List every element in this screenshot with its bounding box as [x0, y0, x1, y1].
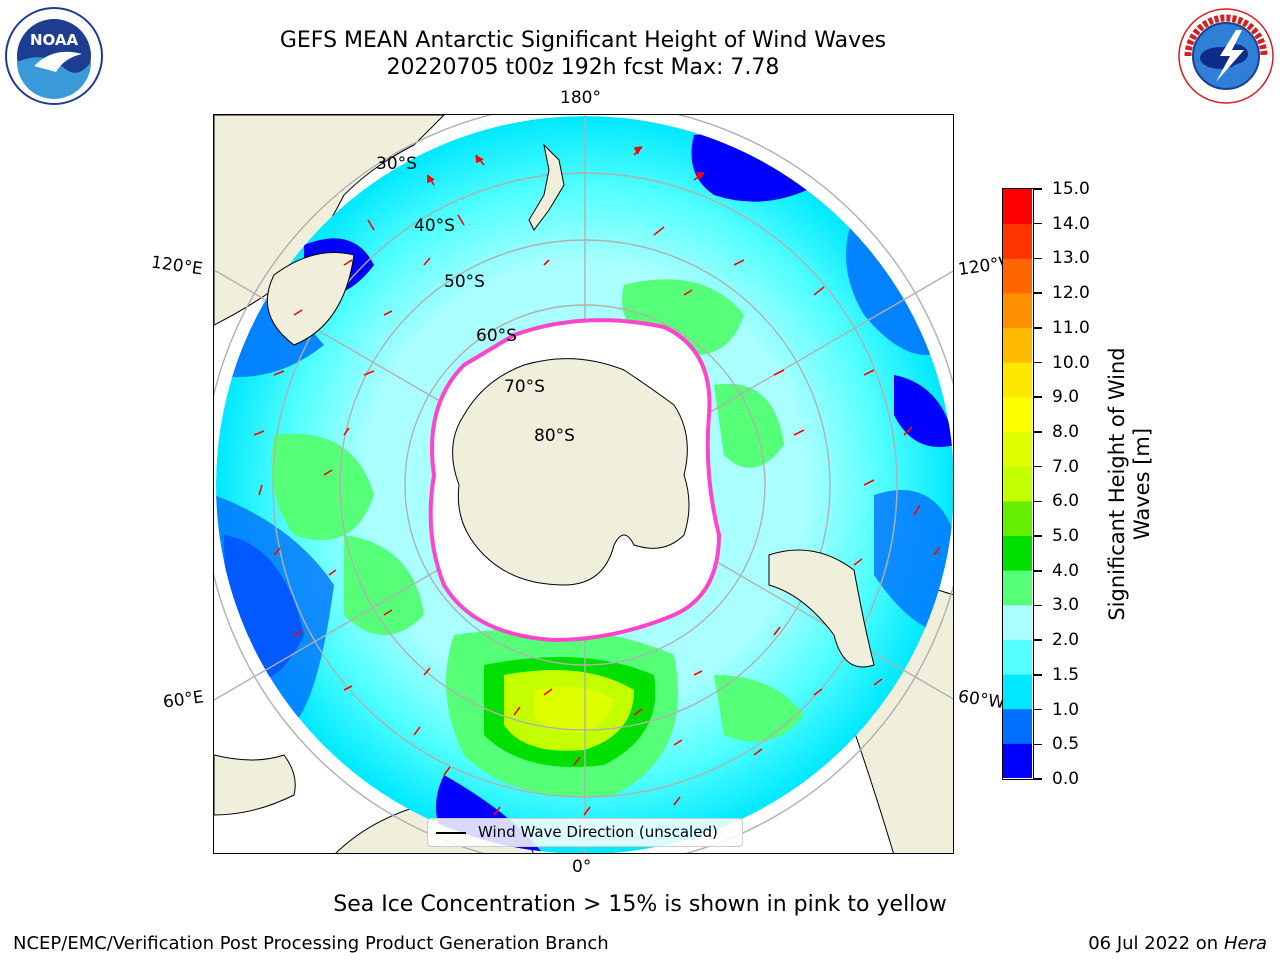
footer-host: Hera — [1223, 933, 1267, 954]
colorbar-tick-label: 0.0 — [1052, 769, 1080, 789]
colorbar-tick-label: 4.0 — [1052, 560, 1080, 581]
colorbar-swatch — [1003, 708, 1032, 744]
colorbar-tick — [1034, 743, 1042, 746]
colorbar-swatch — [1003, 223, 1032, 259]
lat-label-70s: 70°S — [504, 377, 545, 397]
sea-ice-note: Sea Ice Concentration > 15% is shown in … — [333, 892, 947, 917]
colorbar-tick — [1034, 778, 1042, 780]
map-legend: Wind Wave Direction (unscaled) — [427, 818, 743, 847]
lon-label-120e: 120°E — [149, 252, 204, 280]
colorbar-tick-label: 14.0 — [1052, 213, 1090, 234]
colorbar-tick — [1034, 292, 1042, 294]
colorbar-tick — [1034, 431, 1042, 433]
lat-label-50s: 50°S — [444, 272, 485, 292]
colorbar-tick-label: 3.0 — [1052, 595, 1080, 616]
lon-label-0: 0° — [572, 857, 592, 877]
colorbar-tick — [1034, 535, 1042, 537]
colorbar-tick-label: 10.0 — [1052, 352, 1090, 373]
colorbar-tick — [1034, 465, 1042, 468]
map-panel: 30°S 40°S 50°S 60°S 70°S 80°S — [213, 114, 954, 854]
colorbar-swatch — [1003, 189, 1032, 225]
lon-label-60e: 60°E — [161, 687, 206, 713]
colorbar-tick-label: 2.0 — [1052, 630, 1080, 651]
colorbar-tick-label: 5.0 — [1052, 526, 1080, 547]
colorbar-tick-label: 1.5 — [1052, 664, 1080, 685]
antarctica — [428, 318, 722, 643]
colorbar-tick — [1034, 222, 1042, 225]
footer-date: 06 Jul 2022 on Hera — [1088, 933, 1267, 954]
noaa-logo: NOAA — [4, 6, 104, 106]
antarctic-continent — [452, 358, 690, 586]
colorbar-tick-label: 12.0 — [1052, 283, 1090, 304]
colorbar-tick — [1034, 639, 1042, 641]
australia-coast — [266, 252, 355, 346]
colorbar-tick-label: 0.5 — [1052, 734, 1080, 755]
south-america-tip — [768, 549, 875, 668]
colorbar-swatch — [1003, 570, 1032, 606]
colorbar-swatch — [1003, 500, 1032, 536]
polar-map: 30°S 40°S 50°S 60°S 70°S 80°S — [214, 115, 953, 853]
colorbar-tick-label: 13.0 — [1052, 248, 1090, 269]
colorbar-swatch — [1003, 292, 1032, 329]
colorbar-tick — [1034, 604, 1042, 607]
new-zealand — [528, 143, 565, 231]
nws-logo — [1176, 6, 1276, 106]
lat-label-40s: 40°S — [414, 216, 455, 236]
colorbar-tick — [1034, 361, 1042, 364]
colorbar-swatch — [1003, 674, 1032, 710]
footer-credit: NCEP/EMC/Verification Post Processing Pr… — [13, 933, 609, 954]
colorbar-swatch — [1003, 258, 1032, 294]
colorbar-tick — [1034, 396, 1042, 398]
colorbar-tick — [1034, 500, 1042, 503]
lon-label-60w: 60°W — [956, 686, 1007, 714]
colorbar-tick-label: 6.0 — [1052, 491, 1080, 512]
colorbar-tick-label: 8.0 — [1052, 421, 1080, 442]
chart-subtitle-run: 20220705 t00z 192h fcst Max: 7.78 — [386, 55, 780, 80]
colorbar-tick — [1034, 674, 1042, 676]
colorbar-swatch — [1003, 639, 1032, 675]
colorbar-tick — [1034, 188, 1042, 190]
colorbar-tick — [1034, 570, 1042, 572]
colorbar-swatch — [1003, 466, 1032, 502]
chart-title: GEFS MEAN Antarctic Significant Height o… — [279, 28, 887, 53]
colorbar-tick-label: 1.0 — [1052, 699, 1080, 720]
legend-label: Wind Wave Direction (unscaled) — [478, 823, 718, 841]
lat-label-30s: 30°S — [376, 154, 417, 174]
legend-line-sample — [436, 832, 466, 834]
colorbar-tick-label: 11.0 — [1052, 317, 1090, 338]
colorbar-swatch — [1003, 362, 1032, 398]
colorbar-swatches — [1003, 189, 1032, 779]
lat-label-60s: 60°S — [476, 326, 517, 346]
colorbar-tick-label: 7.0 — [1052, 456, 1080, 477]
colorbar-tick — [1034, 257, 1042, 260]
colorbar-swatch — [1003, 327, 1032, 363]
wave-direction-arrows — [253, 146, 941, 816]
colorbar — [1002, 188, 1034, 780]
colorbar-swatch — [1003, 431, 1032, 467]
colorbar-swatch — [1003, 396, 1032, 433]
colorbar-tick — [1034, 708, 1042, 711]
colorbar-swatch — [1003, 743, 1032, 779]
noaa-logo-text: NOAA — [30, 31, 79, 49]
colorbar-tick-label: 15.0 — [1052, 179, 1090, 199]
colorbar-swatch — [1003, 604, 1032, 640]
lon-label-180: 180° — [560, 88, 601, 108]
lat-label-80s: 80°S — [534, 426, 575, 446]
colorbar-tick — [1034, 327, 1042, 329]
colorbar-label: Significant Height of Wind Waves [m] — [1105, 347, 1154, 621]
colorbar-swatch — [1003, 535, 1032, 571]
colorbar-tick-label: 9.0 — [1052, 387, 1080, 408]
footer-date-text: 06 Jul 2022 on — [1088, 933, 1224, 954]
